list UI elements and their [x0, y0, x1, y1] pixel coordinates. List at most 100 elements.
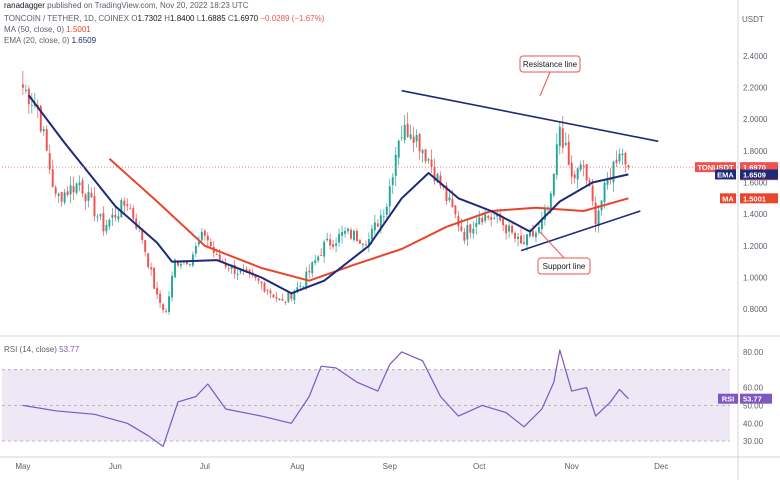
- published-text: published on TradingView.com, Nov 20, 20…: [47, 1, 249, 10]
- ema-legend-value: 1.6509: [71, 36, 97, 45]
- candle-body: [585, 164, 588, 181]
- price-tag-label: TONUSDT: [697, 163, 734, 172]
- open-value: 1.7302: [137, 14, 162, 23]
- ma-legend[interactable]: MA (50, close, 0) 1.5001: [4, 25, 91, 34]
- candle-body: [469, 224, 472, 233]
- rsi-legend[interactable]: RSI (14, close) 53.77: [4, 345, 79, 354]
- candle-body: [576, 168, 579, 180]
- candle-body: [248, 269, 251, 273]
- candle-body: [72, 186, 75, 193]
- candle-body: [105, 224, 108, 232]
- candle-body: [42, 129, 45, 132]
- candle-body: [493, 218, 496, 219]
- price-tag-label: EMA: [717, 170, 734, 179]
- time-tick-label: Aug: [290, 462, 304, 471]
- candle-body: [627, 165, 630, 168]
- candle-body: [618, 153, 621, 162]
- change-value: −0.0289 (−1.67%): [260, 14, 325, 23]
- candle-body: [582, 165, 585, 167]
- candle-body: [531, 230, 534, 237]
- candle-body: [421, 150, 424, 154]
- candle-body: [555, 144, 558, 175]
- resistance-line: [401, 89, 659, 143]
- candle-body: [448, 197, 451, 201]
- candle-body: [69, 185, 72, 195]
- candle-body: [177, 260, 179, 266]
- attribution-line: ranadagger published on TradingView.com,…: [4, 1, 248, 10]
- candle-body: [185, 261, 188, 265]
- candle-body: [549, 193, 552, 209]
- candle-body: [445, 185, 448, 202]
- price-tick-label: 1.8000: [743, 147, 768, 156]
- candle-body: [144, 240, 147, 252]
- rsi-tick-label: 60.00: [743, 384, 764, 393]
- candle-body: [487, 215, 490, 218]
- candle-body: [111, 214, 114, 218]
- candle-body: [543, 209, 546, 220]
- candle-body: [320, 255, 323, 256]
- candle-body: [162, 304, 165, 310]
- candle-body: [409, 134, 412, 139]
- ohlc-line: TONCOIN / TETHER, 1D, COINEX O1.7302 H1.…: [4, 14, 324, 23]
- price-tick-label: 1.0000: [743, 274, 768, 283]
- candle-body: [260, 281, 263, 284]
- candle-body: [329, 239, 332, 246]
- candle-body: [24, 89, 27, 91]
- candle-body: [567, 141, 570, 165]
- candle-body: [293, 292, 296, 301]
- candle-body: [311, 262, 314, 274]
- candle-body: [174, 259, 176, 278]
- candle-body: [269, 290, 272, 294]
- candle-body: [481, 217, 484, 223]
- ema-legend[interactable]: EMA (20, close, 0) 1.6509: [4, 36, 96, 45]
- candle-body: [514, 232, 517, 239]
- candle-body: [350, 229, 352, 239]
- candle-body: [597, 210, 600, 226]
- price-tick-label: 2.0000: [743, 115, 768, 124]
- close-label: C: [227, 14, 234, 23]
- candle-body: [96, 216, 99, 218]
- candle-body: [534, 232, 537, 238]
- candle-body: [188, 264, 191, 265]
- candle-body: [427, 159, 430, 161]
- author-name: ranadagger: [4, 1, 45, 10]
- candle-body: [194, 245, 197, 254]
- candle-body: [78, 182, 81, 186]
- candle-body: [394, 154, 397, 177]
- ma-50-line: [108, 158, 629, 282]
- candle-body: [224, 263, 227, 267]
- candle-body: [335, 243, 338, 246]
- candle-body: [150, 267, 153, 270]
- candle-body: [206, 235, 209, 241]
- ma-legend-value: 1.5001: [66, 25, 91, 34]
- candle-body: [612, 161, 615, 183]
- open-label: O: [131, 14, 138, 23]
- candle-body: [129, 207, 132, 209]
- resistance-label: Resistance line: [523, 60, 578, 69]
- candle-body: [537, 227, 540, 233]
- candle-body: [406, 123, 409, 137]
- candle-body: [299, 285, 302, 287]
- time-tick-label: Oct: [473, 462, 486, 471]
- candle-body: [266, 290, 269, 292]
- candle-body: [418, 133, 421, 152]
- candle-body: [84, 194, 87, 202]
- candle-body: [302, 286, 305, 288]
- candle-body: [511, 225, 514, 233]
- currency-label: USDT: [742, 15, 764, 24]
- price-tick-label: 1.4000: [743, 210, 768, 219]
- candle-body: [156, 287, 159, 295]
- candle-body: [60, 192, 63, 202]
- price-tag-label-bg: [695, 162, 736, 173]
- candle-body: [317, 256, 320, 261]
- candle-body: [588, 180, 591, 186]
- candle-body: [436, 173, 439, 183]
- candle-body: [484, 214, 487, 221]
- candle-body: [54, 187, 57, 194]
- candle-body: [415, 135, 418, 142]
- ma-legend-label: MA (50, close, 0): [4, 25, 65, 34]
- price-tick-label: 0.8000: [743, 305, 768, 314]
- candle-body: [591, 185, 594, 202]
- candle-body: [561, 128, 564, 148]
